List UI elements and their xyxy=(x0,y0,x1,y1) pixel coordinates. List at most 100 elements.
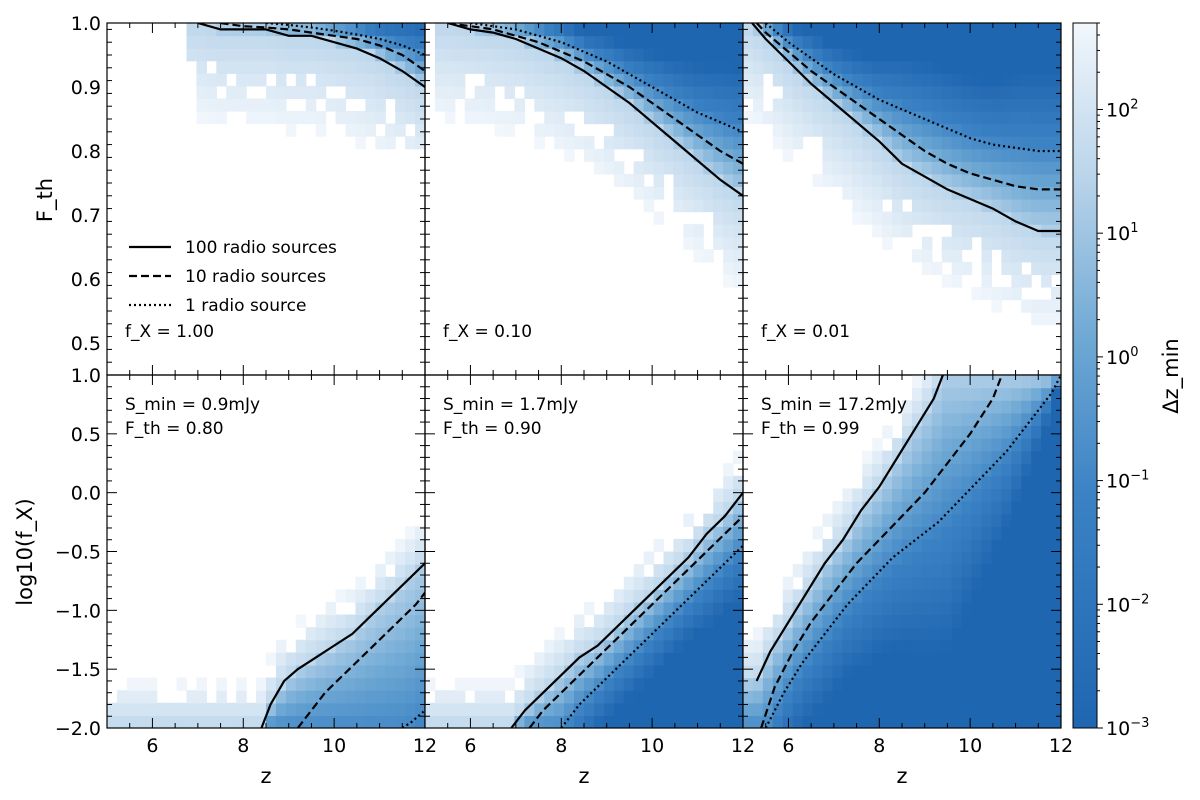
heatmap-cell xyxy=(1021,413,1032,426)
heatmap-cell xyxy=(932,703,943,716)
heatmap-cell xyxy=(932,652,943,665)
colorbar-label: Δz_min xyxy=(1159,338,1184,414)
heatmap-cell xyxy=(852,86,863,99)
heatmap-cell xyxy=(584,690,595,703)
heatmap-cell xyxy=(892,111,903,124)
heatmap-cell xyxy=(763,665,774,678)
heatmap-cell xyxy=(634,48,645,61)
heatmap-cell xyxy=(832,48,843,61)
heatmap-cell xyxy=(922,98,933,111)
heatmap-cell xyxy=(703,665,714,678)
heatmap-cell xyxy=(723,602,734,615)
heatmap-cell xyxy=(982,98,993,111)
y-tick-label: 1.0 xyxy=(71,365,101,387)
heatmap-cell xyxy=(823,111,834,124)
heatmap-cell xyxy=(465,48,476,61)
heatmap-cell xyxy=(554,627,565,640)
heatmap-cell xyxy=(982,438,993,451)
heatmap-cell xyxy=(693,98,704,111)
heatmap-cell xyxy=(972,665,983,678)
heatmap-cell xyxy=(534,86,545,99)
heatmap-cell xyxy=(1001,526,1012,539)
heatmap-cell xyxy=(206,36,217,49)
heatmap-cell xyxy=(554,61,565,74)
heatmap-cell xyxy=(942,640,953,653)
legend-label-100: 100 radio sources xyxy=(185,238,337,258)
heatmap-cell xyxy=(564,124,575,137)
heatmap-cell xyxy=(673,615,684,628)
heatmap-cell xyxy=(892,627,903,640)
heatmap-cell xyxy=(624,690,635,703)
heatmap-cell xyxy=(733,111,744,124)
heatmap-cell xyxy=(991,124,1002,137)
heatmap-cell xyxy=(703,249,714,262)
heatmap-cell xyxy=(1021,161,1032,174)
heatmap-cell xyxy=(962,212,973,225)
heatmap-cell xyxy=(932,640,943,653)
heatmap-cell xyxy=(753,61,764,74)
heatmap-cell xyxy=(783,703,794,716)
heatmap-cell xyxy=(385,615,396,628)
heatmap-cell xyxy=(852,149,863,162)
heatmap-cell xyxy=(544,111,555,124)
heatmap-cell xyxy=(962,678,973,691)
heatmap-cell xyxy=(644,678,655,691)
heatmap-cell xyxy=(594,665,605,678)
heatmap-cell xyxy=(972,552,983,565)
heatmap-cell xyxy=(435,98,446,111)
heatmap-cell xyxy=(793,715,804,728)
heatmap-cell xyxy=(1011,640,1022,653)
heatmap-cell xyxy=(594,678,605,691)
heatmap-cell xyxy=(673,678,684,691)
heatmap-cell xyxy=(842,488,853,501)
heatmap-cell xyxy=(932,73,943,86)
heatmap-cell xyxy=(236,690,247,703)
heatmap-cell xyxy=(991,552,1002,565)
heatmap-cell xyxy=(654,36,665,49)
heatmap-cell xyxy=(813,174,824,187)
heatmap-cell xyxy=(942,476,953,489)
heatmap-cell xyxy=(872,589,883,602)
heatmap-cell xyxy=(892,640,903,653)
heatmap-cell xyxy=(1011,73,1022,86)
heatmap-cell xyxy=(1021,715,1032,728)
heatmap-cell xyxy=(1021,539,1032,552)
heatmap-cell xyxy=(1041,552,1052,565)
heatmap-cell xyxy=(703,186,714,199)
heatmap-cell xyxy=(862,174,873,187)
heatmap-cell xyxy=(306,640,317,653)
heatmap-cell xyxy=(982,23,993,36)
heatmap-cell xyxy=(1001,476,1012,489)
heatmap-cell xyxy=(664,86,675,99)
heatmap-cell xyxy=(693,23,704,36)
heatmap-cell xyxy=(604,111,615,124)
heatmap-cell xyxy=(902,86,913,99)
heatmap-cell xyxy=(395,111,406,124)
heatmap-cell xyxy=(743,640,754,653)
heatmap-cell xyxy=(952,388,963,401)
heatmap-cell xyxy=(296,615,307,628)
heatmap-cell xyxy=(365,690,376,703)
heatmap-cell xyxy=(673,652,684,665)
heatmap-cell xyxy=(962,111,973,124)
heatmap-cell xyxy=(703,199,714,212)
heatmap-cell xyxy=(842,36,853,49)
heatmap-cell xyxy=(1011,451,1022,464)
heatmap-cell xyxy=(803,665,814,678)
heatmap-cell xyxy=(962,514,973,527)
heatmap-cell xyxy=(952,61,963,74)
heatmap-cell xyxy=(962,526,973,539)
heatmap-cell xyxy=(415,86,426,99)
heatmap-cell xyxy=(982,388,993,401)
heatmap-cell xyxy=(803,48,814,61)
heatmap-cell xyxy=(1011,552,1022,565)
heatmap-cell xyxy=(852,652,863,665)
heatmap-cell xyxy=(972,488,983,501)
heatmap-cell xyxy=(1031,539,1042,552)
heatmap-cell xyxy=(1001,715,1012,728)
heatmap-cell xyxy=(932,665,943,678)
heatmap-cell xyxy=(733,640,744,653)
heatmap-cell xyxy=(604,615,615,628)
heatmap-cell xyxy=(1011,249,1022,262)
heatmap-cell xyxy=(962,577,973,590)
